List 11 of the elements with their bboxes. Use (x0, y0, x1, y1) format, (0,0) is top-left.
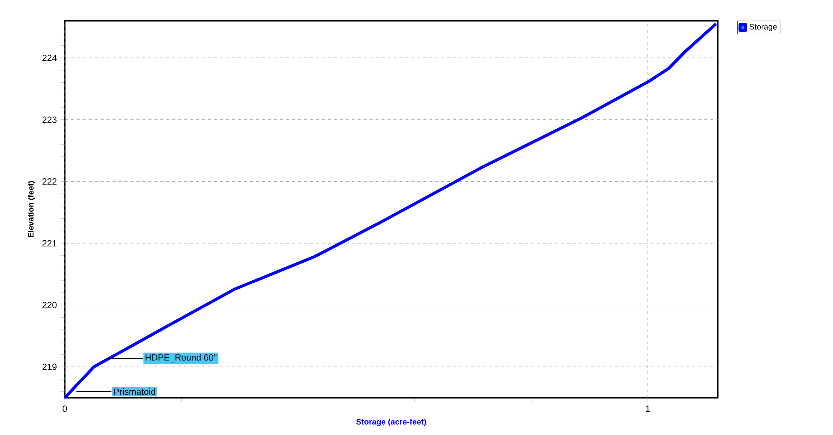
y-tick-label: 224 (42, 54, 57, 62)
y-tick-label: 223 (42, 116, 57, 124)
y-tick-label: 222 (42, 178, 57, 185)
y-tick-label: 220 (42, 302, 57, 308)
line-series (64, 22, 718, 400)
annotation: Prismatoid (114, 388, 156, 396)
x-tick-label: 0 (62, 406, 68, 412)
y-tick-label: 219 (42, 364, 57, 370)
annotation: HDPE_Round 60" (146, 354, 217, 363)
y-tick-label: 221 (42, 240, 57, 247)
x-tick-label: 1 (646, 406, 650, 412)
